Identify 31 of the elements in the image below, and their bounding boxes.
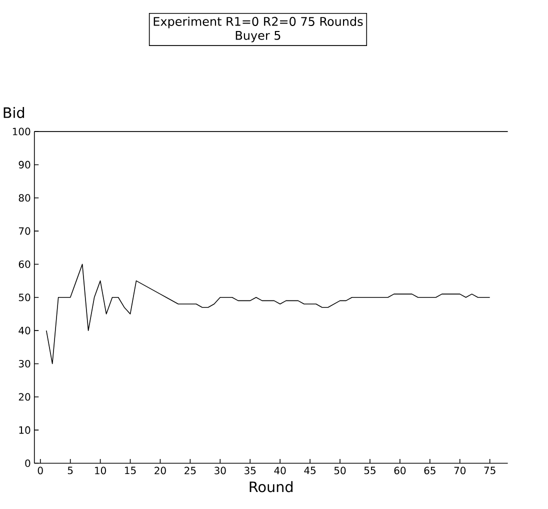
x-tick-label: 5: [68, 466, 73, 474]
y-tick-label: 70: [18, 227, 30, 236]
x-axis-title: Round: [250, 481, 293, 492]
x-tick-label: 45: [304, 466, 316, 474]
y-tick-label: 80: [18, 194, 30, 202]
y-tick-label: 60: [18, 260, 30, 268]
y-tick-label: 20: [18, 393, 30, 401]
x-tick-label: 25: [184, 466, 196, 474]
x-tick-label: 0: [38, 466, 43, 474]
x-tick-label: 35: [244, 466, 256, 474]
y-tick-label: 90: [18, 161, 30, 169]
x-tick-label: 30: [214, 466, 226, 474]
x-tick-label: 15: [125, 466, 136, 474]
x-tick-label: 50: [334, 466, 346, 474]
x-tick-label: 20: [154, 466, 166, 474]
y-tick-label: 100: [12, 128, 30, 136]
y-tick-label: 30: [18, 360, 30, 368]
y-tick-label: 40: [18, 326, 30, 335]
x-tick-label: 70: [454, 466, 466, 474]
y-tick-label: 50: [18, 294, 30, 302]
chart-title: Experiment R1=0 R2=0 75 Rounds: [154, 16, 363, 28]
x-tick-label: 60: [394, 466, 406, 474]
x-tick-label: 75: [484, 466, 496, 474]
y-tick-label: 0: [25, 460, 30, 468]
y-axis-title: Bid: [4, 107, 24, 118]
x-tick-label: 40: [274, 466, 286, 474]
chart-subtitle: Buyer 5: [236, 31, 280, 42]
x-tick-label: 65: [424, 466, 436, 474]
x-tick-label: 55: [364, 466, 376, 474]
y-tick-label: 10: [19, 426, 30, 434]
x-tick-label: 10: [95, 466, 106, 474]
